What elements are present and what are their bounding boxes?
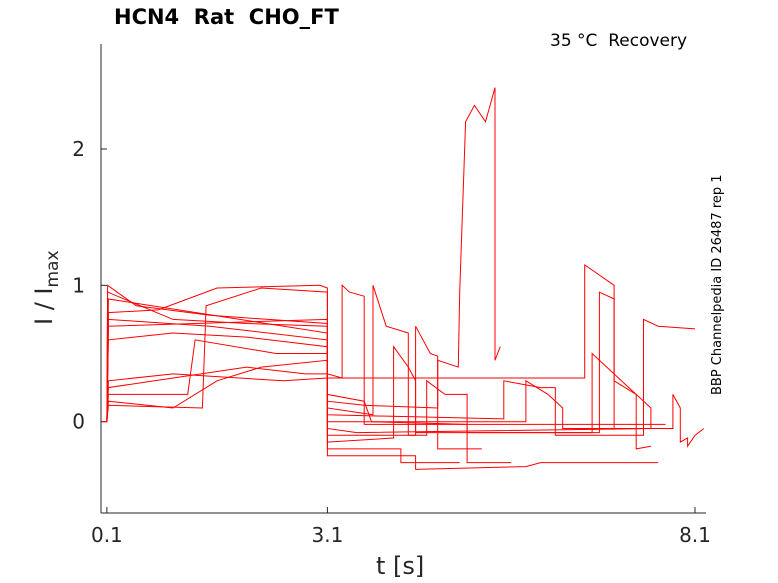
x-tick-label: 3.1 [312,523,344,547]
series-line-trace-1 [101,87,501,423]
series-line-trace-5 [106,263,659,429]
series-line-trace-3 [106,284,666,425]
y-tick-label: 2 [72,137,85,161]
series-line-trace-10 [106,359,705,448]
y-axis-label-main: I / I [30,287,58,326]
tick-labels: 0.1 3.1 8.1 0 1 2 [72,137,711,547]
series-line-trace-4 [106,318,659,470]
x-axis-label: t [s] [376,552,425,580]
series-line-trace-6 [106,287,512,464]
series-line-trace-7 [106,318,696,436]
y-axis-label: I / Imax [30,250,63,325]
chart-title: HCN4 Rat CHO_FT [114,5,339,29]
x-tick-label: 8.1 [679,523,711,547]
series-line-trace-2 [106,291,651,434]
y-tick-label: 1 [72,273,85,297]
series-line-trace-9 [106,291,652,443]
series-line-trace-12 [106,284,460,464]
y-tick-label: 0 [72,410,85,434]
series-line-trace-11 [106,332,651,450]
x-tick-label: 0.1 [91,523,123,547]
side-label: BBP Channelpedia ID 26487 rep 1 [710,174,725,395]
series-group [101,87,705,470]
y-axis-label-sub: max [42,250,63,288]
condition-annotation: 35 °C Recovery [550,31,688,51]
axes [100,44,706,514]
